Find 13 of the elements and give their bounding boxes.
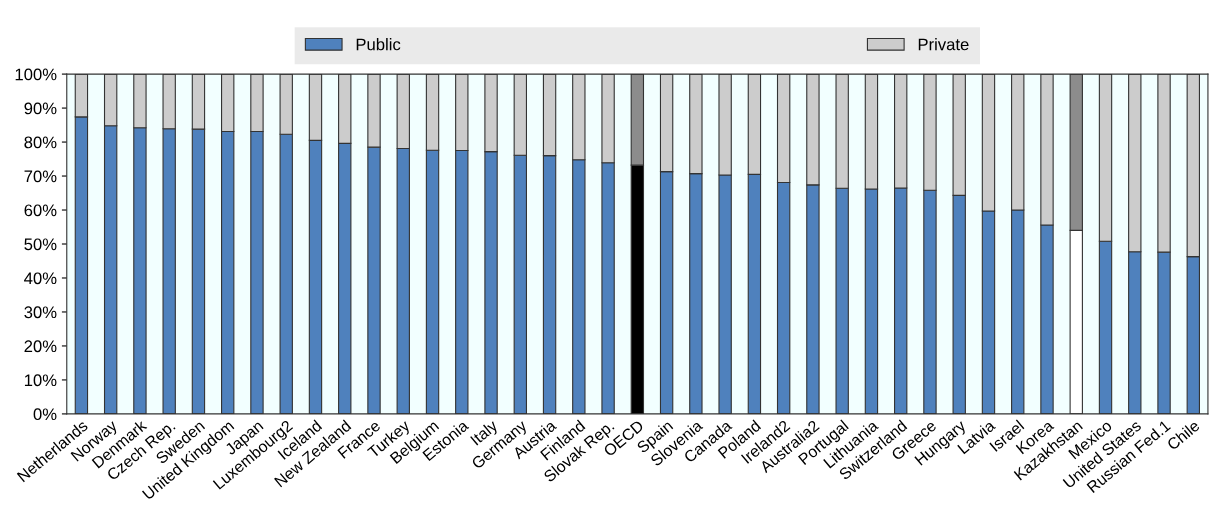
y-tick-label: 0% — [33, 408, 57, 421]
y-tick-label: 60% — [24, 204, 57, 217]
y-tick-label: 10% — [24, 374, 57, 387]
y-tick-label: 30% — [24, 306, 57, 319]
y-tick-label: 50% — [24, 238, 57, 251]
y-tick-label: 80% — [24, 136, 57, 149]
y-tick-label: 100% — [15, 68, 57, 81]
y-tick-label: 90% — [24, 102, 57, 115]
y-tick-label: 20% — [24, 340, 57, 353]
y-tick-label: 70% — [24, 170, 57, 183]
y-tick-label: 40% — [24, 272, 57, 285]
legend-label: Public — [356, 38, 401, 51]
legend-label: Private — [918, 38, 969, 51]
